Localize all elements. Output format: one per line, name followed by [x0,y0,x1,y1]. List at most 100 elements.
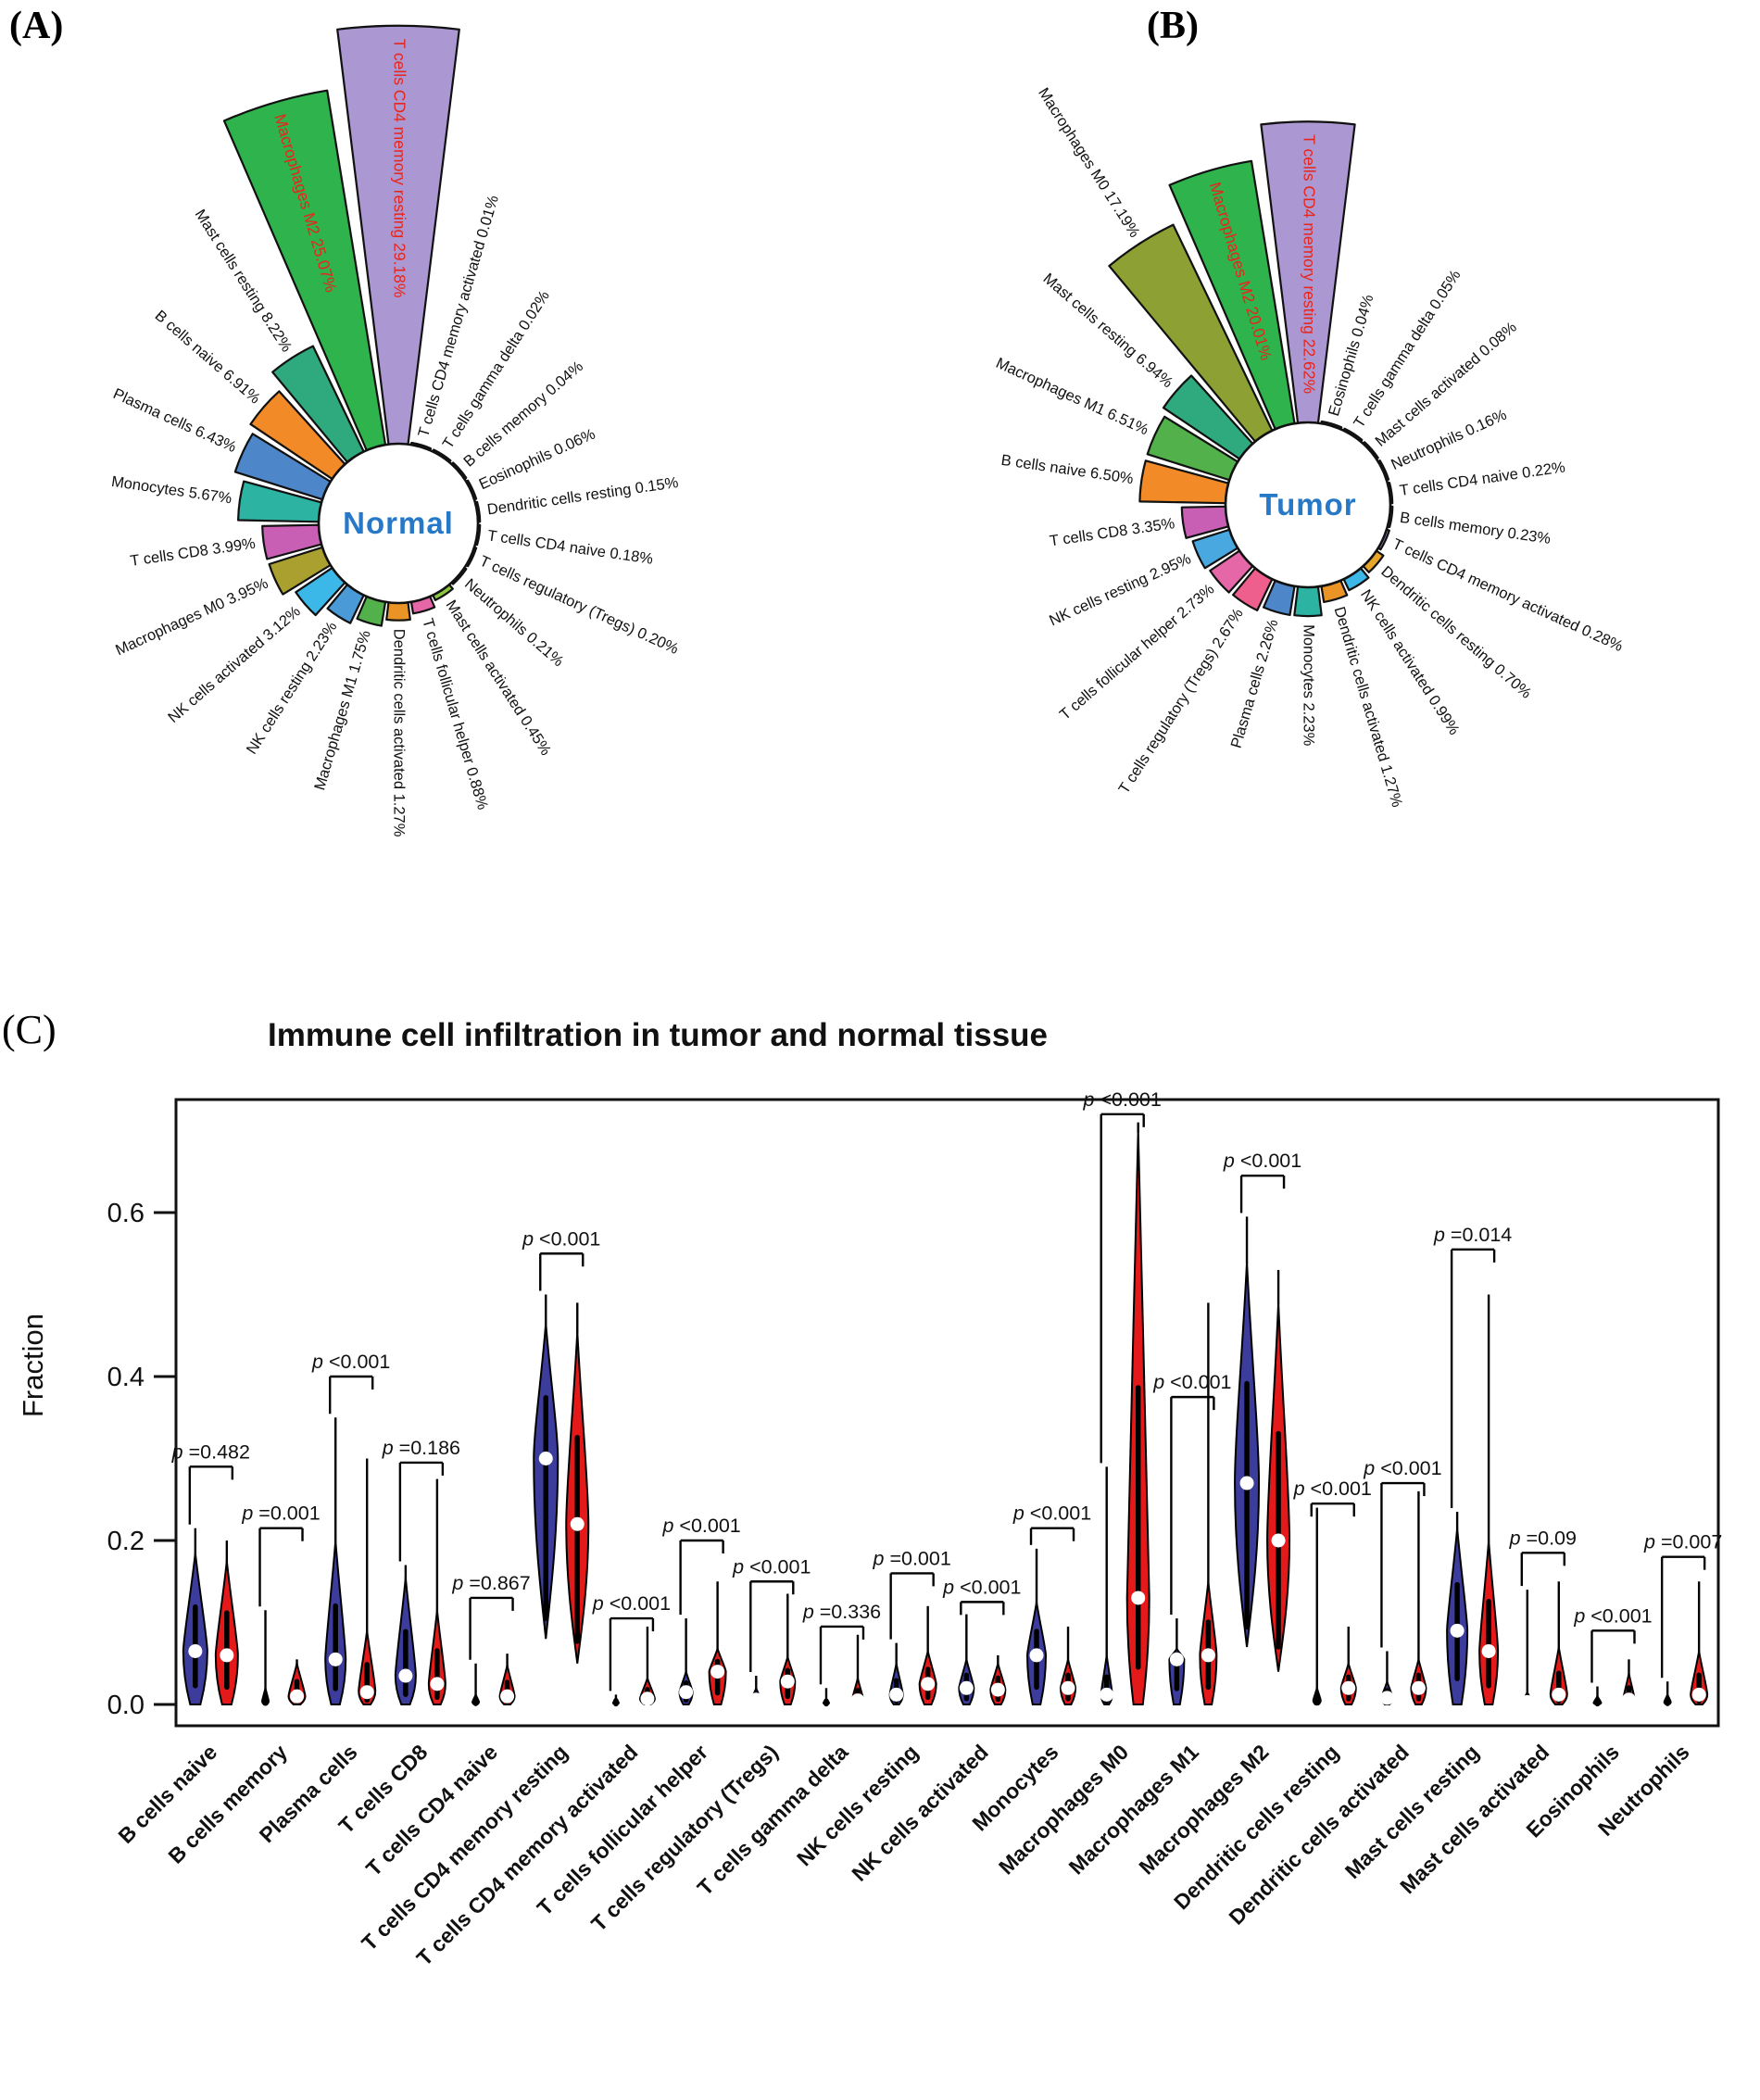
violin-median-dot [1450,1623,1465,1638]
p-value-label: p =0.186 [382,1437,460,1459]
violin-median-dot [188,1643,203,1658]
p-value-label: p =0.007 [1643,1531,1722,1553]
x-axis-category-label: Macrophages M1 [1064,1740,1203,1879]
rose-center-circle [317,442,480,605]
rose-wedge [385,600,411,622]
x-axis-category-label: Mast cells resting [1340,1740,1484,1883]
rose-b-center-label: Tumor [1259,487,1357,522]
rose-wedge-label: Macrophages M0 17.19% [1035,85,1143,241]
violin-median-dot [1271,1533,1286,1548]
violin-median-dot [1029,1648,1044,1663]
violin-median-dot [290,1689,305,1704]
violin-median-dot [1379,1691,1394,1705]
rose-wedge-label: T cells regulatory (Tregs) 2.67% [1115,605,1247,797]
violin-median-dot [921,1677,936,1691]
violin-median-dot [398,1668,413,1683]
violin-median-dot [430,1677,445,1691]
x-axis-category-label: NK cells activated [847,1740,993,1886]
violin-median-dot [1239,1476,1254,1490]
violin-median-dot [1341,1680,1356,1695]
rose-wedge-label: Monocytes 5.67% [110,473,233,508]
p-value-label: p <0.001 [1363,1457,1441,1479]
p-value-label: p <0.001 [1152,1371,1231,1393]
violin-median-dot [359,1685,374,1700]
p-value-label: p =0.336 [802,1601,881,1623]
rose-center-circle [1224,421,1392,589]
p-value-label: p <0.001 [522,1227,600,1250]
p-value-label: p =0.867 [451,1572,530,1594]
panel-b-label: (B) [1147,5,1199,47]
p-value-label: p =0.014 [1433,1224,1512,1246]
p-value-label: p <0.001 [1223,1150,1301,1172]
violin-median-dot [1131,1591,1146,1605]
violin-median-dot [1552,1687,1566,1702]
rose-wedge-label: B cells memory 0.23% [1399,509,1552,547]
violin-median-dot [640,1691,655,1706]
violin-median-dot [328,1652,343,1666]
rose-wedge-label: Dendritic cells resting 0.15% [486,474,680,519]
p-value-label: p <0.001 [661,1515,740,1537]
violin-plot-frame [174,1098,1720,1728]
violin-median-dot [500,1689,515,1704]
violin-median-dot [1520,1694,1535,1709]
p-value-label: p <0.001 [1573,1604,1652,1627]
p-value-label: p <0.001 [592,1592,671,1615]
violin-median-dot [1100,1687,1114,1702]
rose-wedge-label: T cells CD8 3.99% [129,535,257,570]
x-axis-category-label: NK cells resting [792,1740,923,1870]
p-value-label: p <0.001 [1083,1088,1162,1111]
p-value-label: p =0.001 [873,1547,951,1569]
violin-median-dot [570,1516,585,1531]
violin-median-dot [1691,1687,1706,1702]
violin-median-dot [889,1687,904,1702]
violin-median-dot [959,1680,974,1695]
p-value-label: p =0.09 [1509,1527,1577,1549]
violin-median-dot [1481,1643,1496,1658]
rose-a-center-label: Normal [343,506,454,540]
violin-median-dot [1061,1680,1075,1695]
rose-wedge-label: B cells naive 6.50% [1000,452,1135,487]
x-axis-category-label: T cells CD4 naive [361,1740,502,1880]
rose-wedge-label: Dendritic cells activated 1.27% [391,629,408,837]
p-value-label: p <0.001 [1293,1478,1372,1500]
p-value-label: p <0.001 [311,1351,390,1373]
rose-wedge-label: Plasma cells 6.43% [110,385,239,456]
violin-chart-title: Immune cell infiltration in tumor and no… [267,1017,1049,1053]
panel-c-label: (C) [2,1007,57,1052]
rose-wedge-label: T cells CD4 memory resting 29.18% [390,39,409,298]
p-value-label: p =0.001 [241,1503,320,1525]
y-axis-tick-label: 0.6 [107,1199,145,1228]
violin-median-dot [748,1692,763,1707]
violin-median-dot [1411,1680,1426,1695]
x-axis-category-label: Macrophages M2 [1134,1740,1273,1879]
violin-median-dot [1201,1648,1215,1663]
violin-median-dot [990,1682,1005,1697]
rose-wedge-label: T cells CD4 memory resting 22.62% [1300,134,1318,394]
rose-wedge [1293,585,1323,618]
rose-wedge-label: Macrophages M1 6.51% [993,355,1151,439]
violin-y-axis-label: Fraction [17,1314,49,1417]
violin-median-dot [1621,1692,1636,1707]
violin-median-dot [220,1648,234,1663]
rose-wedge-label: T cells CD4 naive 0.22% [1399,459,1566,499]
violin-median-dot [780,1674,795,1689]
violin-median-dot [710,1665,725,1679]
violin-median-dot [679,1685,694,1700]
rose-wedge-label: Monocytes 2.23% [1301,624,1317,746]
p-value-label: p <0.001 [1012,1503,1091,1525]
rose-wedge-label: T cells CD8 3.35% [1049,515,1176,549]
y-axis-tick-label: 0.0 [107,1691,145,1720]
p-value-label: p <0.001 [732,1555,811,1578]
x-axis-category-label: Macrophages M0 [994,1740,1133,1879]
p-value-label: p <0.001 [942,1576,1021,1598]
violin-median-dot [1169,1652,1184,1666]
y-axis-tick-label: 0.2 [107,1527,145,1556]
rose-wedge-label: B cells naive 6.91% [152,308,264,408]
rose-wedge-label: Plasma cells 2.26% [1228,617,1282,750]
x-axis-category-label: B cells memory [163,1740,292,1868]
violin-median-dot [538,1452,553,1465]
panel-a-label: (A) [9,5,64,47]
y-axis-tick-label: 0.4 [107,1363,145,1392]
